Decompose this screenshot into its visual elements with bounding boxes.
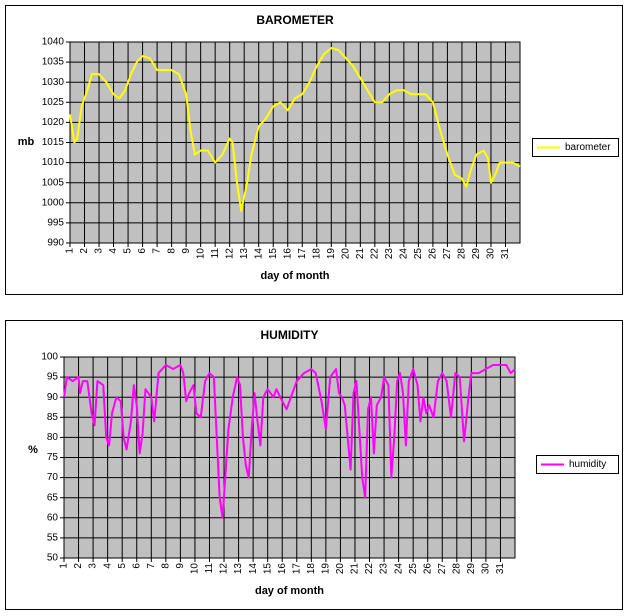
- legend-box: [536, 455, 619, 474]
- y-tick-label: 1005: [42, 177, 65, 188]
- y-tick-label: 50: [47, 553, 59, 564]
- x-tick-label: 14: [248, 563, 259, 575]
- x-tick-label: 22: [364, 563, 375, 575]
- x-tick-label: 25: [413, 248, 424, 260]
- y-tick-label: 65: [47, 492, 59, 503]
- x-tick-label: 25: [408, 563, 419, 575]
- legend-box: [532, 138, 619, 157]
- y-axis-label: mb: [18, 136, 35, 148]
- x-tick-label: 1: [65, 248, 76, 254]
- x-tick-label: 27: [437, 563, 448, 575]
- x-tick-label: 30: [486, 248, 497, 260]
- x-tick-label: 31: [500, 248, 511, 260]
- x-tick-label: 5: [123, 248, 134, 254]
- x-tick-label: 19: [326, 248, 337, 260]
- data-line: [63, 364, 516, 519]
- y-tick-label: 60: [47, 512, 59, 523]
- x-tick-label: 21: [355, 248, 366, 260]
- x-tick-label: 7: [146, 563, 157, 569]
- y-tick-label: 90: [47, 392, 59, 403]
- x-tick-label: 13: [239, 248, 250, 260]
- x-tick-label: 1: [59, 563, 70, 569]
- y-tick-label: 1025: [42, 97, 65, 108]
- x-tick-label: 29: [466, 563, 477, 575]
- x-tick-label: 20: [340, 248, 351, 260]
- x-tick-label: 18: [306, 563, 317, 575]
- y-tick-label: 75: [47, 452, 59, 463]
- x-tick-label: 2: [79, 248, 90, 254]
- x-axis-label: day of month: [255, 585, 324, 597]
- x-tick-label: 16: [282, 248, 293, 260]
- x-tick-label: 26: [422, 563, 433, 575]
- x-tick-label: 9: [181, 248, 192, 254]
- y-tick-label: 55: [47, 533, 59, 544]
- x-tick-label: 17: [291, 563, 302, 575]
- legend-label: barometer: [565, 142, 611, 153]
- x-tick-label: 23: [379, 563, 390, 575]
- x-tick-label: 8: [166, 248, 177, 254]
- plot-border: [69, 41, 521, 244]
- legend-label: humidity: [569, 459, 606, 470]
- y-axis-label: %: [28, 444, 38, 456]
- x-tick-label: 28: [457, 248, 468, 260]
- x-tick-label: 10: [195, 248, 206, 260]
- x-tick-label: 16: [277, 563, 288, 575]
- x-tick-label: 4: [102, 563, 113, 569]
- x-tick-label: 29: [471, 248, 482, 260]
- x-tick-label: 10: [190, 563, 201, 575]
- x-tick-label: 12: [224, 248, 235, 260]
- y-tick-label: 1020: [42, 117, 65, 128]
- y-tick-label: 990: [47, 238, 64, 249]
- x-tick-label: 13: [233, 563, 244, 575]
- x-tick-label: 23: [384, 248, 395, 260]
- x-tick-label: 17: [297, 248, 308, 260]
- x-tick-label: 9: [175, 563, 186, 569]
- x-tick-label: 18: [311, 248, 322, 260]
- y-tick-label: 1040: [42, 37, 65, 48]
- y-tick-label: 100: [41, 352, 58, 363]
- y-tick-label: 995: [47, 218, 64, 229]
- y-tick-label: 85: [47, 412, 59, 423]
- plot-border: [63, 356, 516, 559]
- x-tick-label: 12: [219, 563, 230, 575]
- x-tick-label: 15: [268, 248, 279, 260]
- x-tick-label: 21: [350, 563, 361, 575]
- y-tick-label: 1030: [42, 77, 65, 88]
- x-tick-label: 30: [481, 563, 492, 575]
- x-tick-label: 6: [137, 248, 148, 254]
- x-tick-label: 15: [262, 563, 273, 575]
- y-tick-label: 1015: [42, 137, 65, 148]
- data-line: [69, 47, 521, 212]
- chart-title: HUMIDITY: [261, 328, 319, 342]
- y-tick-label: 95: [47, 372, 59, 383]
- x-tick-label: 11: [210, 248, 221, 259]
- x-tick-label: 5: [117, 563, 128, 569]
- x-tick-label: 3: [94, 248, 105, 254]
- x-tick-label: 22: [369, 248, 380, 260]
- y-tick-label: 1000: [42, 197, 65, 208]
- x-tick-label: 2: [73, 563, 84, 569]
- y-tick-label: 1010: [42, 157, 65, 168]
- x-tick-label: 28: [451, 563, 462, 575]
- x-tick-label: 7: [152, 248, 163, 254]
- x-tick-label: 3: [88, 563, 99, 569]
- y-tick-label: 70: [47, 472, 59, 483]
- chart-title: BAROMETER: [256, 13, 334, 27]
- x-tick-label: 26: [428, 248, 439, 260]
- x-axis-label: day of month: [260, 270, 329, 282]
- x-tick-label: 4: [108, 248, 119, 254]
- y-tick-label: 80: [47, 432, 59, 443]
- x-tick-label: 11: [204, 563, 215, 574]
- x-tick-label: 20: [335, 563, 346, 575]
- x-tick-label: 14: [253, 248, 264, 260]
- x-tick-label: 8: [160, 563, 171, 569]
- y-tick-label: 1035: [42, 57, 65, 68]
- x-tick-label: 24: [399, 248, 410, 260]
- x-tick-label: 24: [393, 563, 404, 575]
- x-tick-label: 19: [321, 563, 332, 575]
- x-tick-label: 31: [495, 563, 506, 575]
- x-tick-label: 27: [442, 248, 453, 260]
- x-tick-label: 6: [131, 563, 142, 569]
